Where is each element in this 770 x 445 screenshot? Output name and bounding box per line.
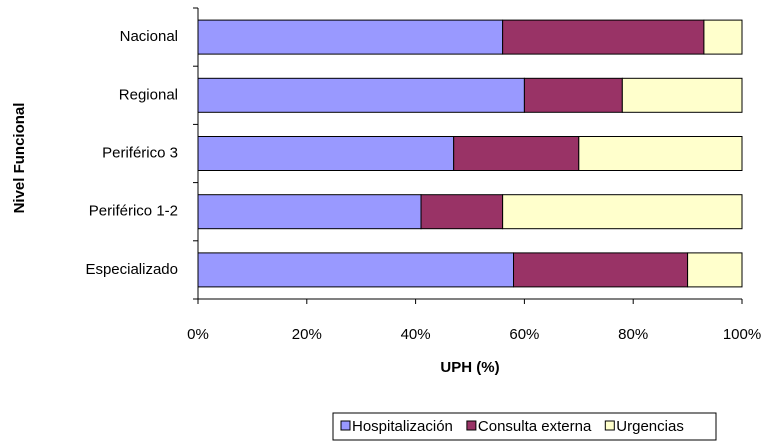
x-tick-label: 0%	[187, 326, 209, 343]
bar-segment	[578, 136, 743, 171]
bar-segment	[197, 77, 525, 113]
x-axis-label: UPH (%)	[440, 359, 499, 376]
y-tick-label: Regional	[119, 86, 178, 103]
bar-segment	[687, 252, 743, 288]
bar-segment	[621, 77, 743, 113]
bar-segment	[453, 136, 580, 171]
legend-box	[332, 412, 717, 441]
bar-segment	[197, 252, 515, 288]
bar-segment	[502, 19, 705, 55]
bar-segment	[197, 19, 504, 55]
x-tick-label: 60%	[509, 326, 539, 343]
bar-segment	[420, 194, 504, 230]
bar-segment	[523, 77, 623, 113]
y-tick-label: Periférico 3	[102, 144, 178, 161]
y-tick-label: Especializado	[85, 261, 178, 278]
legend-label: Hospitalización	[352, 418, 453, 435]
bar-segment	[502, 194, 743, 230]
legend-label: Consulta externa	[478, 418, 592, 435]
x-tick-label: 100%	[723, 326, 761, 343]
y-axis-label: Nivel Funcional	[11, 103, 28, 214]
y-tick-label: Nacional	[120, 28, 178, 45]
bar-segment	[513, 252, 689, 288]
legend-swatch	[340, 420, 351, 431]
legend-swatch	[604, 420, 615, 431]
y-tick-label: Periférico 1-2	[89, 203, 178, 220]
x-tick-label: 80%	[618, 326, 648, 343]
legend-label: Urgencias	[616, 418, 684, 435]
x-tick-label: 20%	[292, 326, 322, 343]
x-tick-label: 40%	[401, 326, 431, 343]
bar-segment	[197, 136, 455, 171]
bar-segment	[703, 19, 743, 55]
bar-segment	[197, 194, 422, 230]
legend-swatch	[466, 420, 477, 431]
